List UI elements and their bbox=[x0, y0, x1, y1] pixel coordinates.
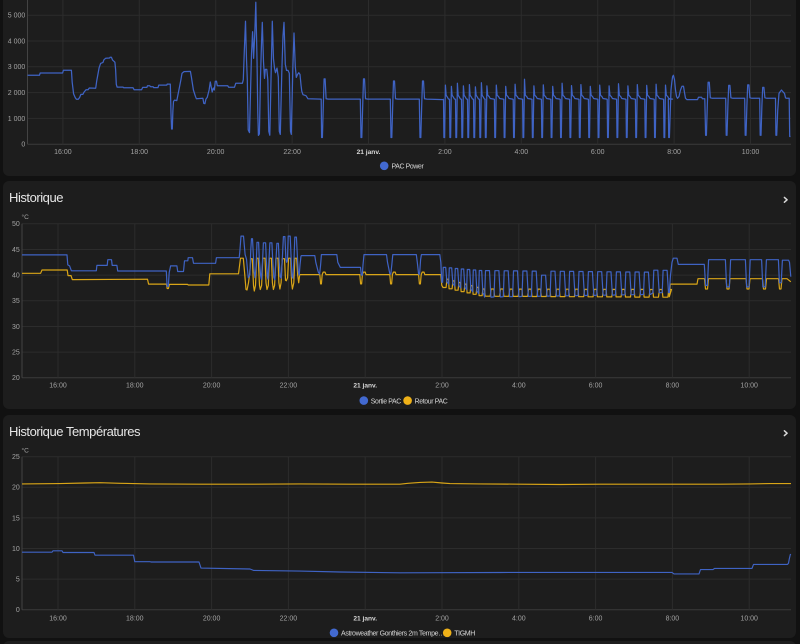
svg-text:2:00: 2:00 bbox=[435, 382, 449, 389]
svg-text:30: 30 bbox=[12, 324, 20, 331]
svg-text:2:00: 2:00 bbox=[435, 615, 449, 622]
svg-text:3 000: 3 000 bbox=[8, 64, 26, 71]
svg-text:16:00: 16:00 bbox=[49, 382, 67, 389]
svg-text:1 000: 1 000 bbox=[8, 116, 26, 123]
svg-text:22:00: 22:00 bbox=[280, 382, 298, 389]
svg-text:Retour PAC: Retour PAC bbox=[415, 398, 448, 405]
svg-text:35: 35 bbox=[12, 298, 20, 305]
svg-text:6:00: 6:00 bbox=[589, 382, 603, 389]
svg-text:45: 45 bbox=[12, 247, 20, 254]
svg-text:°C: °C bbox=[22, 213, 30, 221]
svg-text:21 janv.: 21 janv. bbox=[353, 615, 377, 622]
svg-text:20:00: 20:00 bbox=[203, 615, 221, 622]
svg-text:0: 0 bbox=[16, 607, 20, 614]
svg-text:18:00: 18:00 bbox=[131, 149, 149, 156]
svg-text:20:00: 20:00 bbox=[203, 382, 221, 389]
svg-text:20: 20 bbox=[12, 375, 20, 382]
svg-text:Astroweather Gonthiers 2m Temp: Astroweather Gonthiers 2m Tempe… bbox=[341, 630, 445, 637]
svg-text:16:00: 16:00 bbox=[49, 615, 67, 622]
svg-text:10:00: 10:00 bbox=[740, 382, 758, 389]
svg-text:6:00: 6:00 bbox=[589, 615, 603, 622]
svg-text:10: 10 bbox=[12, 546, 20, 553]
svg-text:21 janv.: 21 janv. bbox=[357, 149, 381, 156]
svg-text:TIGMH: TIGMH bbox=[454, 630, 475, 637]
svg-text:50: 50 bbox=[12, 221, 20, 228]
svg-text:18:00: 18:00 bbox=[126, 615, 144, 622]
svg-text:0: 0 bbox=[21, 141, 25, 148]
svg-text:2 000: 2 000 bbox=[8, 90, 26, 97]
svg-text:25: 25 bbox=[12, 454, 20, 461]
svg-text:25: 25 bbox=[12, 349, 20, 356]
svg-text:20:00: 20:00 bbox=[207, 149, 225, 156]
svg-text:18:00: 18:00 bbox=[126, 382, 144, 389]
svg-text:2:00: 2:00 bbox=[438, 149, 452, 156]
svg-text:21 janv.: 21 janv. bbox=[353, 382, 377, 389]
svg-text:°C: °C bbox=[22, 446, 30, 454]
svg-text:15: 15 bbox=[12, 515, 20, 522]
svg-text:4:00: 4:00 bbox=[512, 615, 526, 622]
svg-text:PAC Power: PAC Power bbox=[392, 163, 425, 170]
svg-text:5 000: 5 000 bbox=[8, 12, 26, 19]
svg-text:6:00: 6:00 bbox=[591, 149, 605, 156]
svg-text:4:00: 4:00 bbox=[512, 382, 526, 389]
svg-text:4:00: 4:00 bbox=[514, 149, 528, 156]
svg-text:22:00: 22:00 bbox=[283, 149, 301, 156]
svg-text:22:00: 22:00 bbox=[280, 615, 298, 622]
svg-text:5: 5 bbox=[16, 576, 20, 583]
svg-text:40: 40 bbox=[12, 272, 20, 279]
svg-text:10:00: 10:00 bbox=[740, 615, 758, 622]
svg-text:8:00: 8:00 bbox=[667, 149, 681, 156]
svg-text:8:00: 8:00 bbox=[666, 382, 680, 389]
svg-text:16:00: 16:00 bbox=[54, 149, 72, 156]
svg-text:4 000: 4 000 bbox=[8, 38, 26, 45]
svg-text:Sortie PAC: Sortie PAC bbox=[371, 398, 401, 405]
svg-text:20: 20 bbox=[12, 484, 20, 491]
svg-text:10:00: 10:00 bbox=[742, 149, 760, 156]
svg-text:8:00: 8:00 bbox=[666, 615, 680, 622]
